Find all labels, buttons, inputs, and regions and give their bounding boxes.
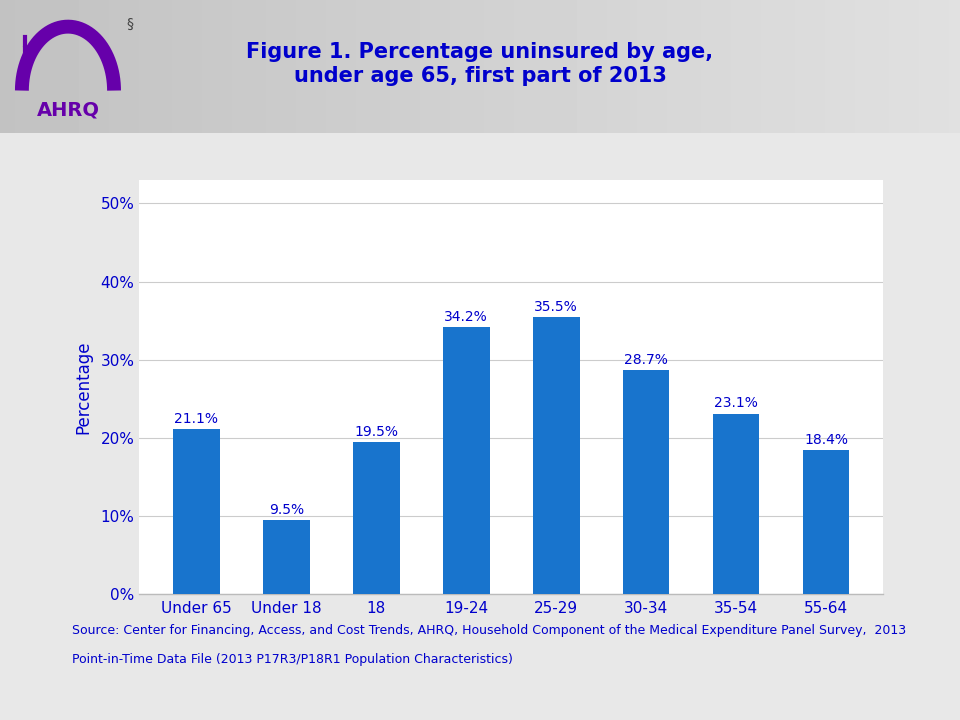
Text: 34.2%: 34.2% <box>444 310 488 324</box>
Text: Figure 1. Percentage uninsured by age,
under age 65, first part of 2013: Figure 1. Percentage uninsured by age, u… <box>247 42 713 86</box>
Text: 19.5%: 19.5% <box>354 425 398 438</box>
Bar <box>803 450 850 594</box>
Text: 18.4%: 18.4% <box>804 433 848 447</box>
Text: Source: Center for Financing, Access, and Cost Trends, AHRQ, Household Component: Source: Center for Financing, Access, an… <box>72 624 906 637</box>
Text: 35.5%: 35.5% <box>535 300 578 314</box>
Bar <box>353 441 399 594</box>
Bar <box>173 429 220 594</box>
Text: 23.1%: 23.1% <box>714 397 758 410</box>
Text: Point-in-Time Data File (2013 P17R3/P18R1 Population Characteristics): Point-in-Time Data File (2013 P17R3/P18R… <box>72 653 513 666</box>
Text: 9.5%: 9.5% <box>269 503 304 517</box>
Bar <box>533 317 580 594</box>
Bar <box>443 327 490 594</box>
Y-axis label: Percentage: Percentage <box>74 341 92 433</box>
Text: AHRQ: AHRQ <box>36 101 100 120</box>
Bar <box>263 520 310 594</box>
Bar <box>623 370 669 594</box>
Text: §: § <box>126 17 132 31</box>
Text: 28.7%: 28.7% <box>624 353 668 366</box>
Bar <box>712 413 759 594</box>
Text: 21.1%: 21.1% <box>175 412 219 426</box>
